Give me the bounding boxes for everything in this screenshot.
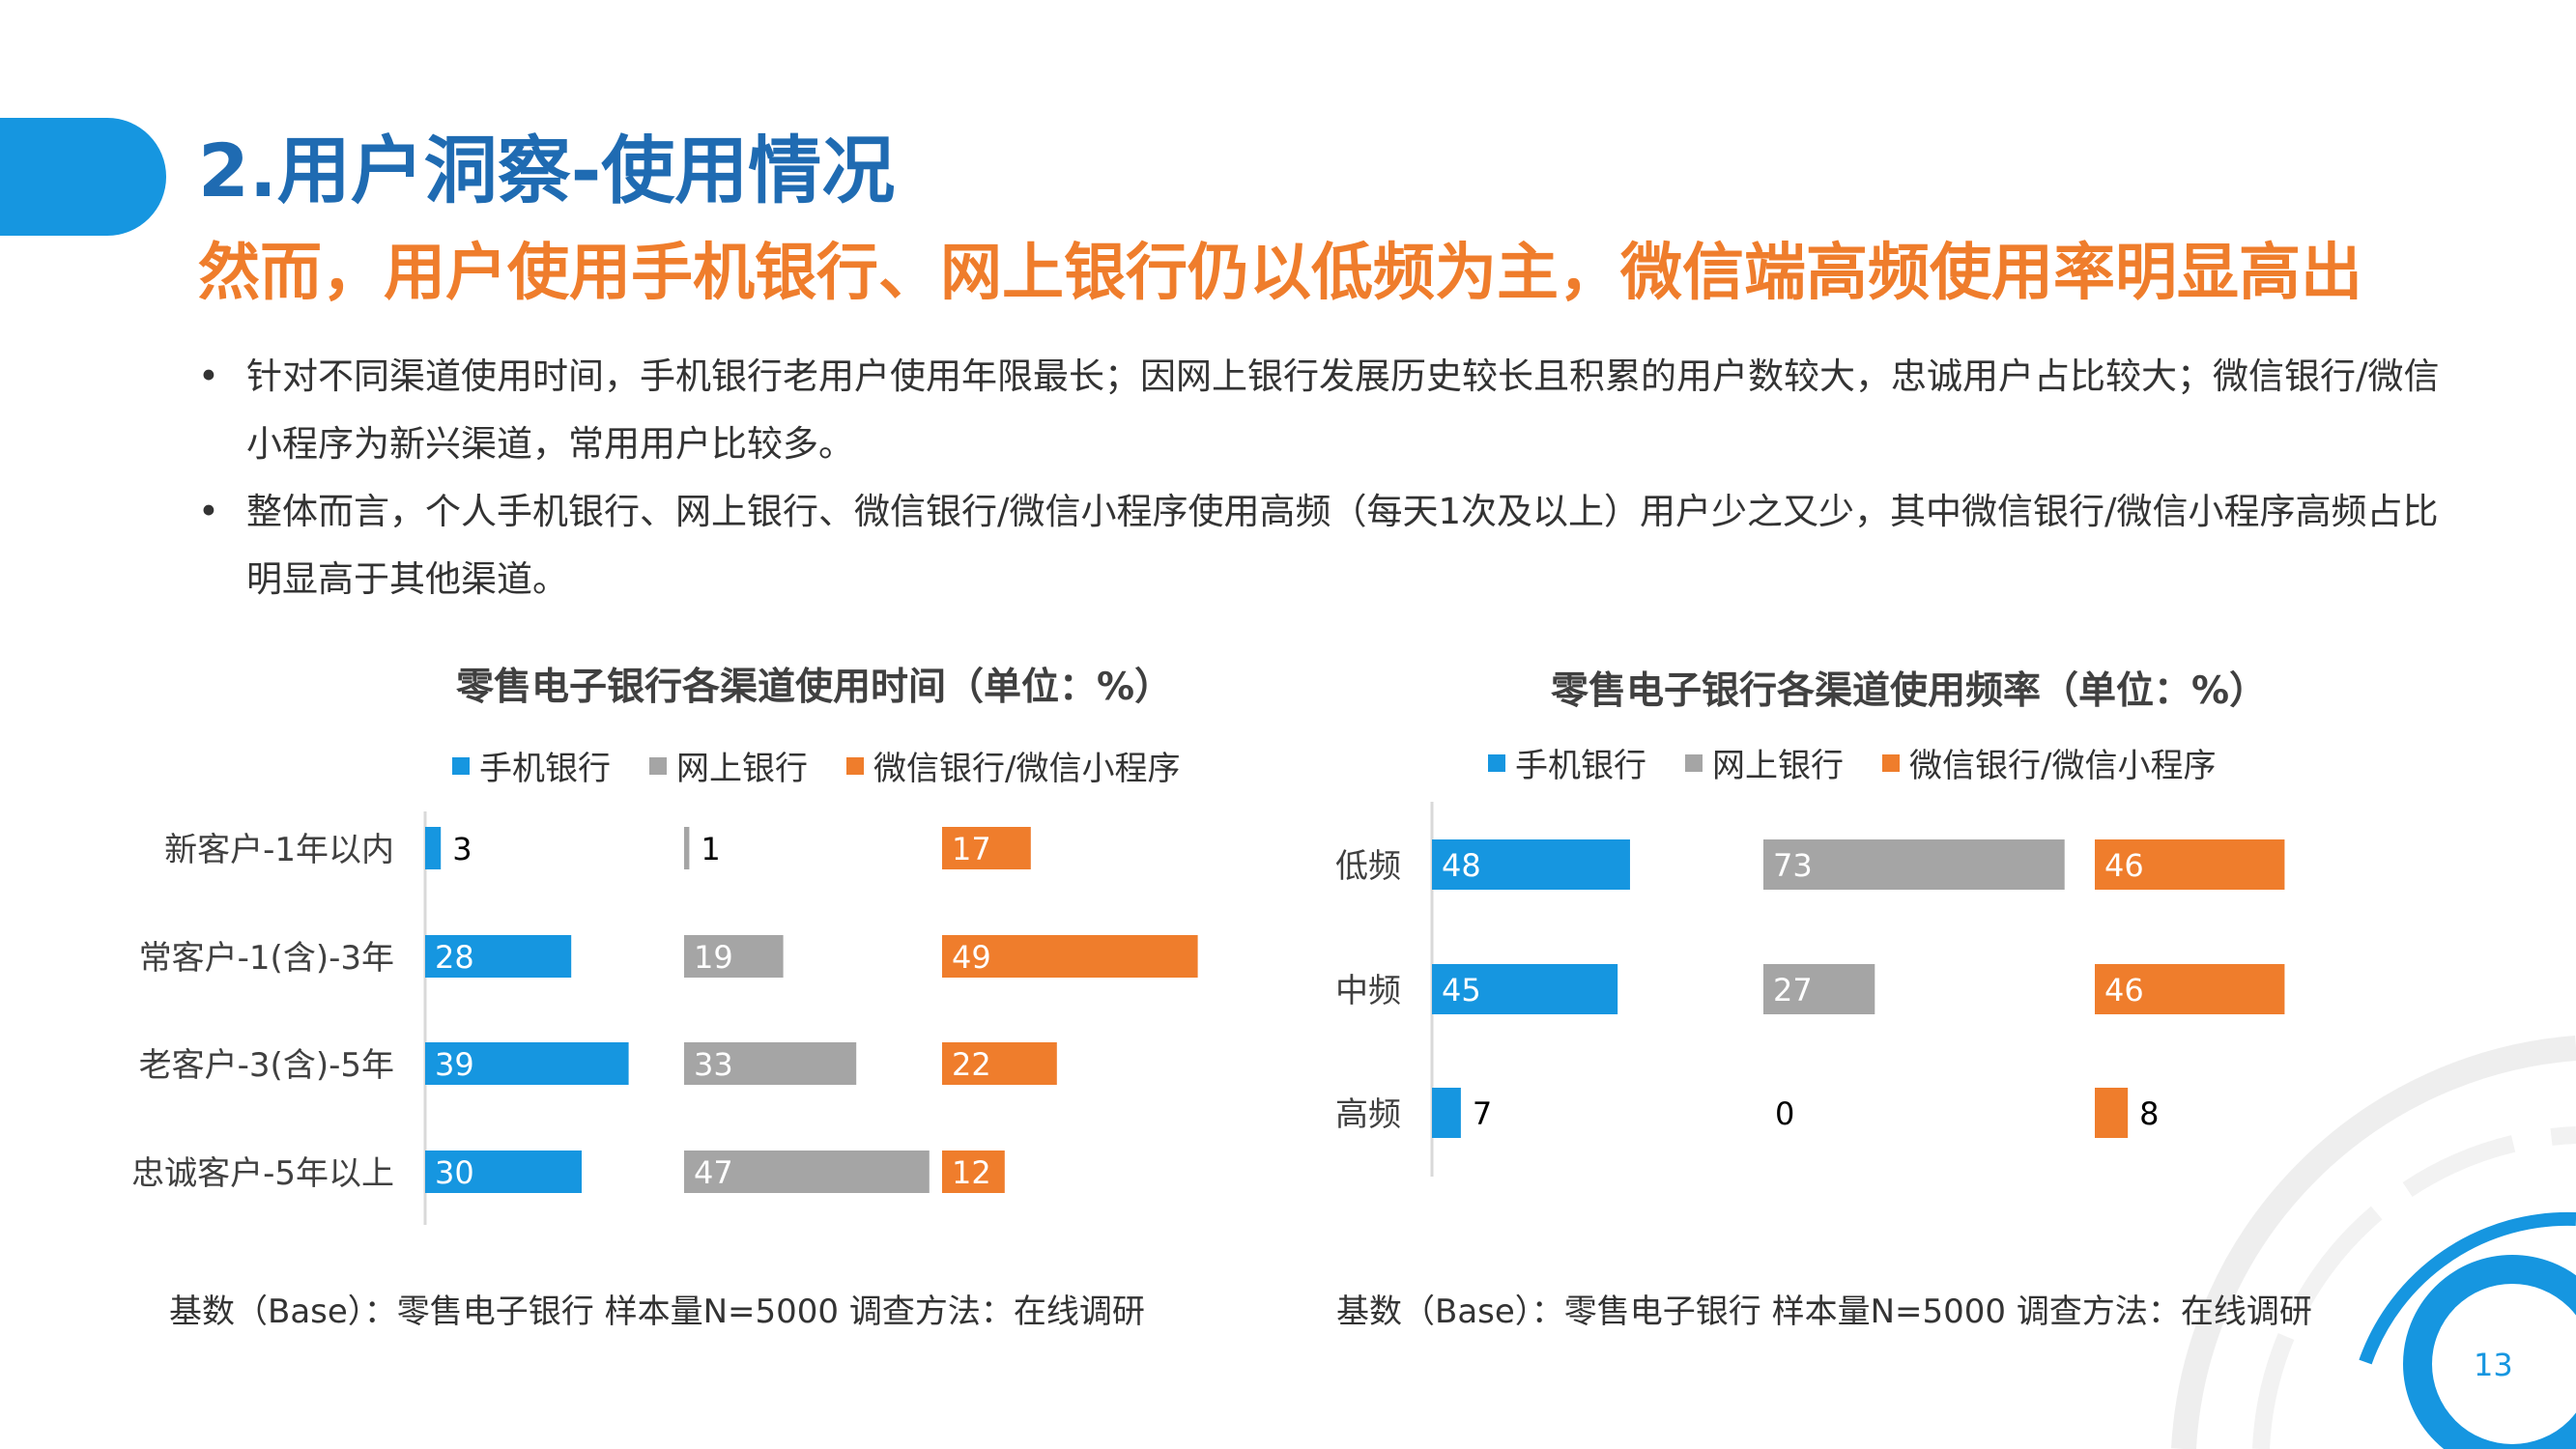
data-label: 19 (694, 939, 733, 976)
legend-label: 微信银行/微信小程序 (1909, 747, 2217, 785)
bar (2095, 964, 2285, 1014)
bar (2095, 839, 2285, 890)
bar (425, 935, 572, 978)
chart2-title: 零售电子银行各渠道使用频率（单位：%） (1551, 669, 2268, 713)
data-label: 30 (435, 1154, 474, 1191)
data-label: 17 (952, 831, 991, 867)
data-label: 49 (952, 939, 991, 976)
data-label: 8 (2139, 1095, 2159, 1132)
chart2-footnote: 基数（Base）：零售电子银行 样本量N=5000 调查方法：在线调研 (1336, 1293, 2312, 1331)
data-label: 46 (2104, 972, 2144, 1009)
bullet-marker: • (198, 355, 219, 397)
data-label: 0 (1775, 1095, 1794, 1132)
data-label: 47 (694, 1154, 733, 1191)
page-number: 13 (2474, 1347, 2513, 1383)
data-label: 46 (2104, 847, 2144, 884)
legend-swatch (1685, 753, 1703, 772)
legend-label: 微信银行/微信小程序 (873, 750, 1181, 788)
bar (2095, 1088, 2129, 1138)
category-label: 中频 (1335, 972, 1401, 1010)
data-label: 48 (1442, 847, 1481, 884)
bar (684, 1151, 930, 1193)
bar (1763, 839, 2065, 890)
category-label: 常客户-1(含)-3年 (139, 939, 394, 978)
bullet-item: • 整体而言，个人手机银行、网上银行、微信银行/微信小程序使用高频（每天1次及以… (198, 478, 2440, 613)
legend-item: 手机银行 (1488, 739, 1646, 786)
legend-label: 手机银行 (1515, 747, 1646, 785)
legend-item: 手机银行 (452, 742, 611, 789)
data-label: 45 (1442, 972, 1481, 1009)
legend-label: 网上银行 (676, 750, 808, 788)
bar (425, 1151, 582, 1193)
legend-label: 网上银行 (1712, 747, 1844, 785)
bullet-text: 整体而言，个人手机银行、网上银行、微信银行/微信小程序使用高频（每天1次及以上）… (246, 491, 2439, 600)
data-label: 12 (952, 1154, 991, 1191)
data-label: 3 (452, 831, 472, 867)
chart1-legend: 手机银行 网上银行 微信银行/微信小程序 (452, 742, 1180, 789)
data-label: 1 (701, 831, 720, 867)
legend-swatch (649, 756, 667, 775)
data-label: 27 (1773, 972, 1813, 1009)
bar (942, 935, 1198, 978)
category-label: 低频 (1335, 847, 1401, 886)
category-label: 新客户-1年以内 (164, 831, 394, 869)
legend-swatch (452, 756, 470, 775)
legend-item: 网上银行 (649, 742, 808, 789)
bar (425, 827, 442, 869)
chart2-legend: 手机银行 网上银行 微信银行/微信小程序 (1488, 739, 2216, 786)
legend-item: 微信银行/微信小程序 (846, 742, 1180, 789)
legend-item: 网上银行 (1685, 739, 1844, 786)
title-tab (0, 118, 166, 236)
legend-swatch (1882, 753, 1900, 772)
chart1-footnote: 基数（Base）：零售电子银行 样本量N=5000 调查方法：在线调研 (169, 1293, 1145, 1331)
data-label: 39 (435, 1046, 474, 1083)
data-label: 73 (1773, 847, 1813, 884)
data-label: 7 (1473, 1095, 1492, 1132)
bullet-text: 针对不同渠道使用时间，手机银行老用户使用年限最长；因网上银行发展历史较长且积累的… (246, 355, 2440, 465)
data-label: 33 (694, 1046, 733, 1083)
bar (942, 1042, 1057, 1085)
bullet-list: • 针对不同渠道使用时间，手机银行老用户使用年限最长；因网上银行发展历史较长且积… (198, 343, 2440, 613)
category-label: 老客户-3(含)-5年 (139, 1046, 394, 1085)
bar (684, 827, 690, 869)
category-label: 忠诚客户-5年以上 (131, 1154, 394, 1193)
bar (1763, 964, 1875, 1014)
bullet-item: • 针对不同渠道使用时间，手机银行老用户使用年限最长；因网上银行发展历史较长且积… (198, 343, 2440, 478)
bar (942, 1151, 1005, 1193)
page-title: 2.用户洞察-使用情况 (198, 128, 896, 213)
legend-label: 手机银行 (479, 750, 611, 788)
legend-swatch (1488, 753, 1505, 772)
category-label: 高频 (1335, 1095, 1401, 1134)
bar (684, 1042, 857, 1085)
bar (942, 827, 1031, 869)
page-subtitle: 然而，用户使用手机银行、网上银行仍以低频为主，微信端高频使用率明显高出 (198, 238, 2362, 309)
legend-item: 微信银行/微信小程序 (1882, 739, 2216, 786)
legend-swatch (846, 756, 864, 775)
bar (1432, 964, 1618, 1014)
chart1-title: 零售电子银行各渠道使用时间（单位：%） (456, 666, 1173, 709)
bullet-marker: • (198, 491, 219, 532)
bar (684, 935, 784, 978)
data-label: 28 (435, 939, 474, 976)
data-label: 22 (952, 1046, 991, 1083)
bar (1432, 839, 1630, 890)
bar (425, 1042, 629, 1085)
bar (1432, 1088, 1461, 1138)
